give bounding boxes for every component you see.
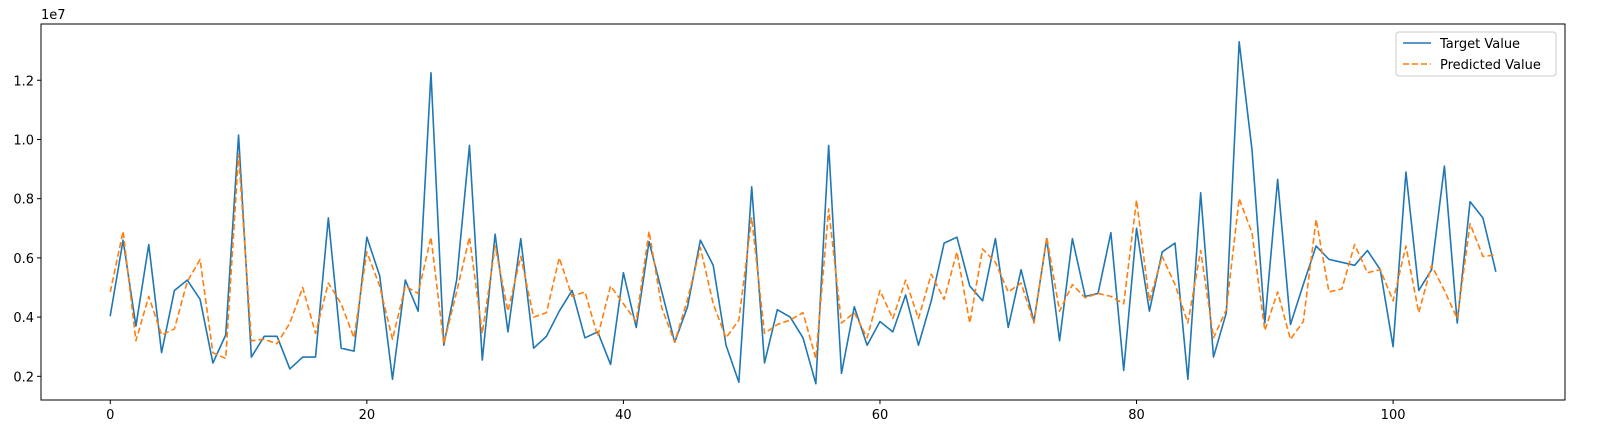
- y-offset-label: 1e7: [41, 8, 66, 23]
- x-tick-label: 80: [1128, 408, 1145, 423]
- x-tick-label: 60: [872, 408, 889, 423]
- y-tick-label: 1.2: [13, 74, 34, 89]
- y-tick-label: 0.4: [13, 311, 34, 326]
- y-tick-label: 0.6: [13, 252, 34, 267]
- x-tick-label: 0: [106, 408, 114, 423]
- x-tick-label: 100: [1381, 408, 1406, 423]
- x-axis: 0 20 40 60 80 100: [106, 400, 1406, 423]
- plot-area: [40, 23, 1566, 401]
- legend: Target Value Predicted Value: [1395, 31, 1557, 77]
- y-tick-label: 1.0: [13, 133, 34, 148]
- legend-label-target: Target Value: [1439, 37, 1520, 52]
- series-line-target: [109, 40, 1497, 385]
- y-tick-label: 0.8: [13, 193, 34, 208]
- legend-label-predicted: Predicted Value: [1440, 58, 1541, 73]
- series-line-predicted: [109, 153, 1496, 360]
- series-layer: [109, 40, 1497, 385]
- x-tick-label: 20: [359, 408, 376, 423]
- legend-box: [1395, 31, 1557, 77]
- y-tick-label: 0.2: [13, 370, 34, 385]
- y-axis: 0.2 0.4 0.6 0.8 1.0 1.2: [13, 74, 41, 385]
- x-tick-label: 40: [615, 408, 632, 423]
